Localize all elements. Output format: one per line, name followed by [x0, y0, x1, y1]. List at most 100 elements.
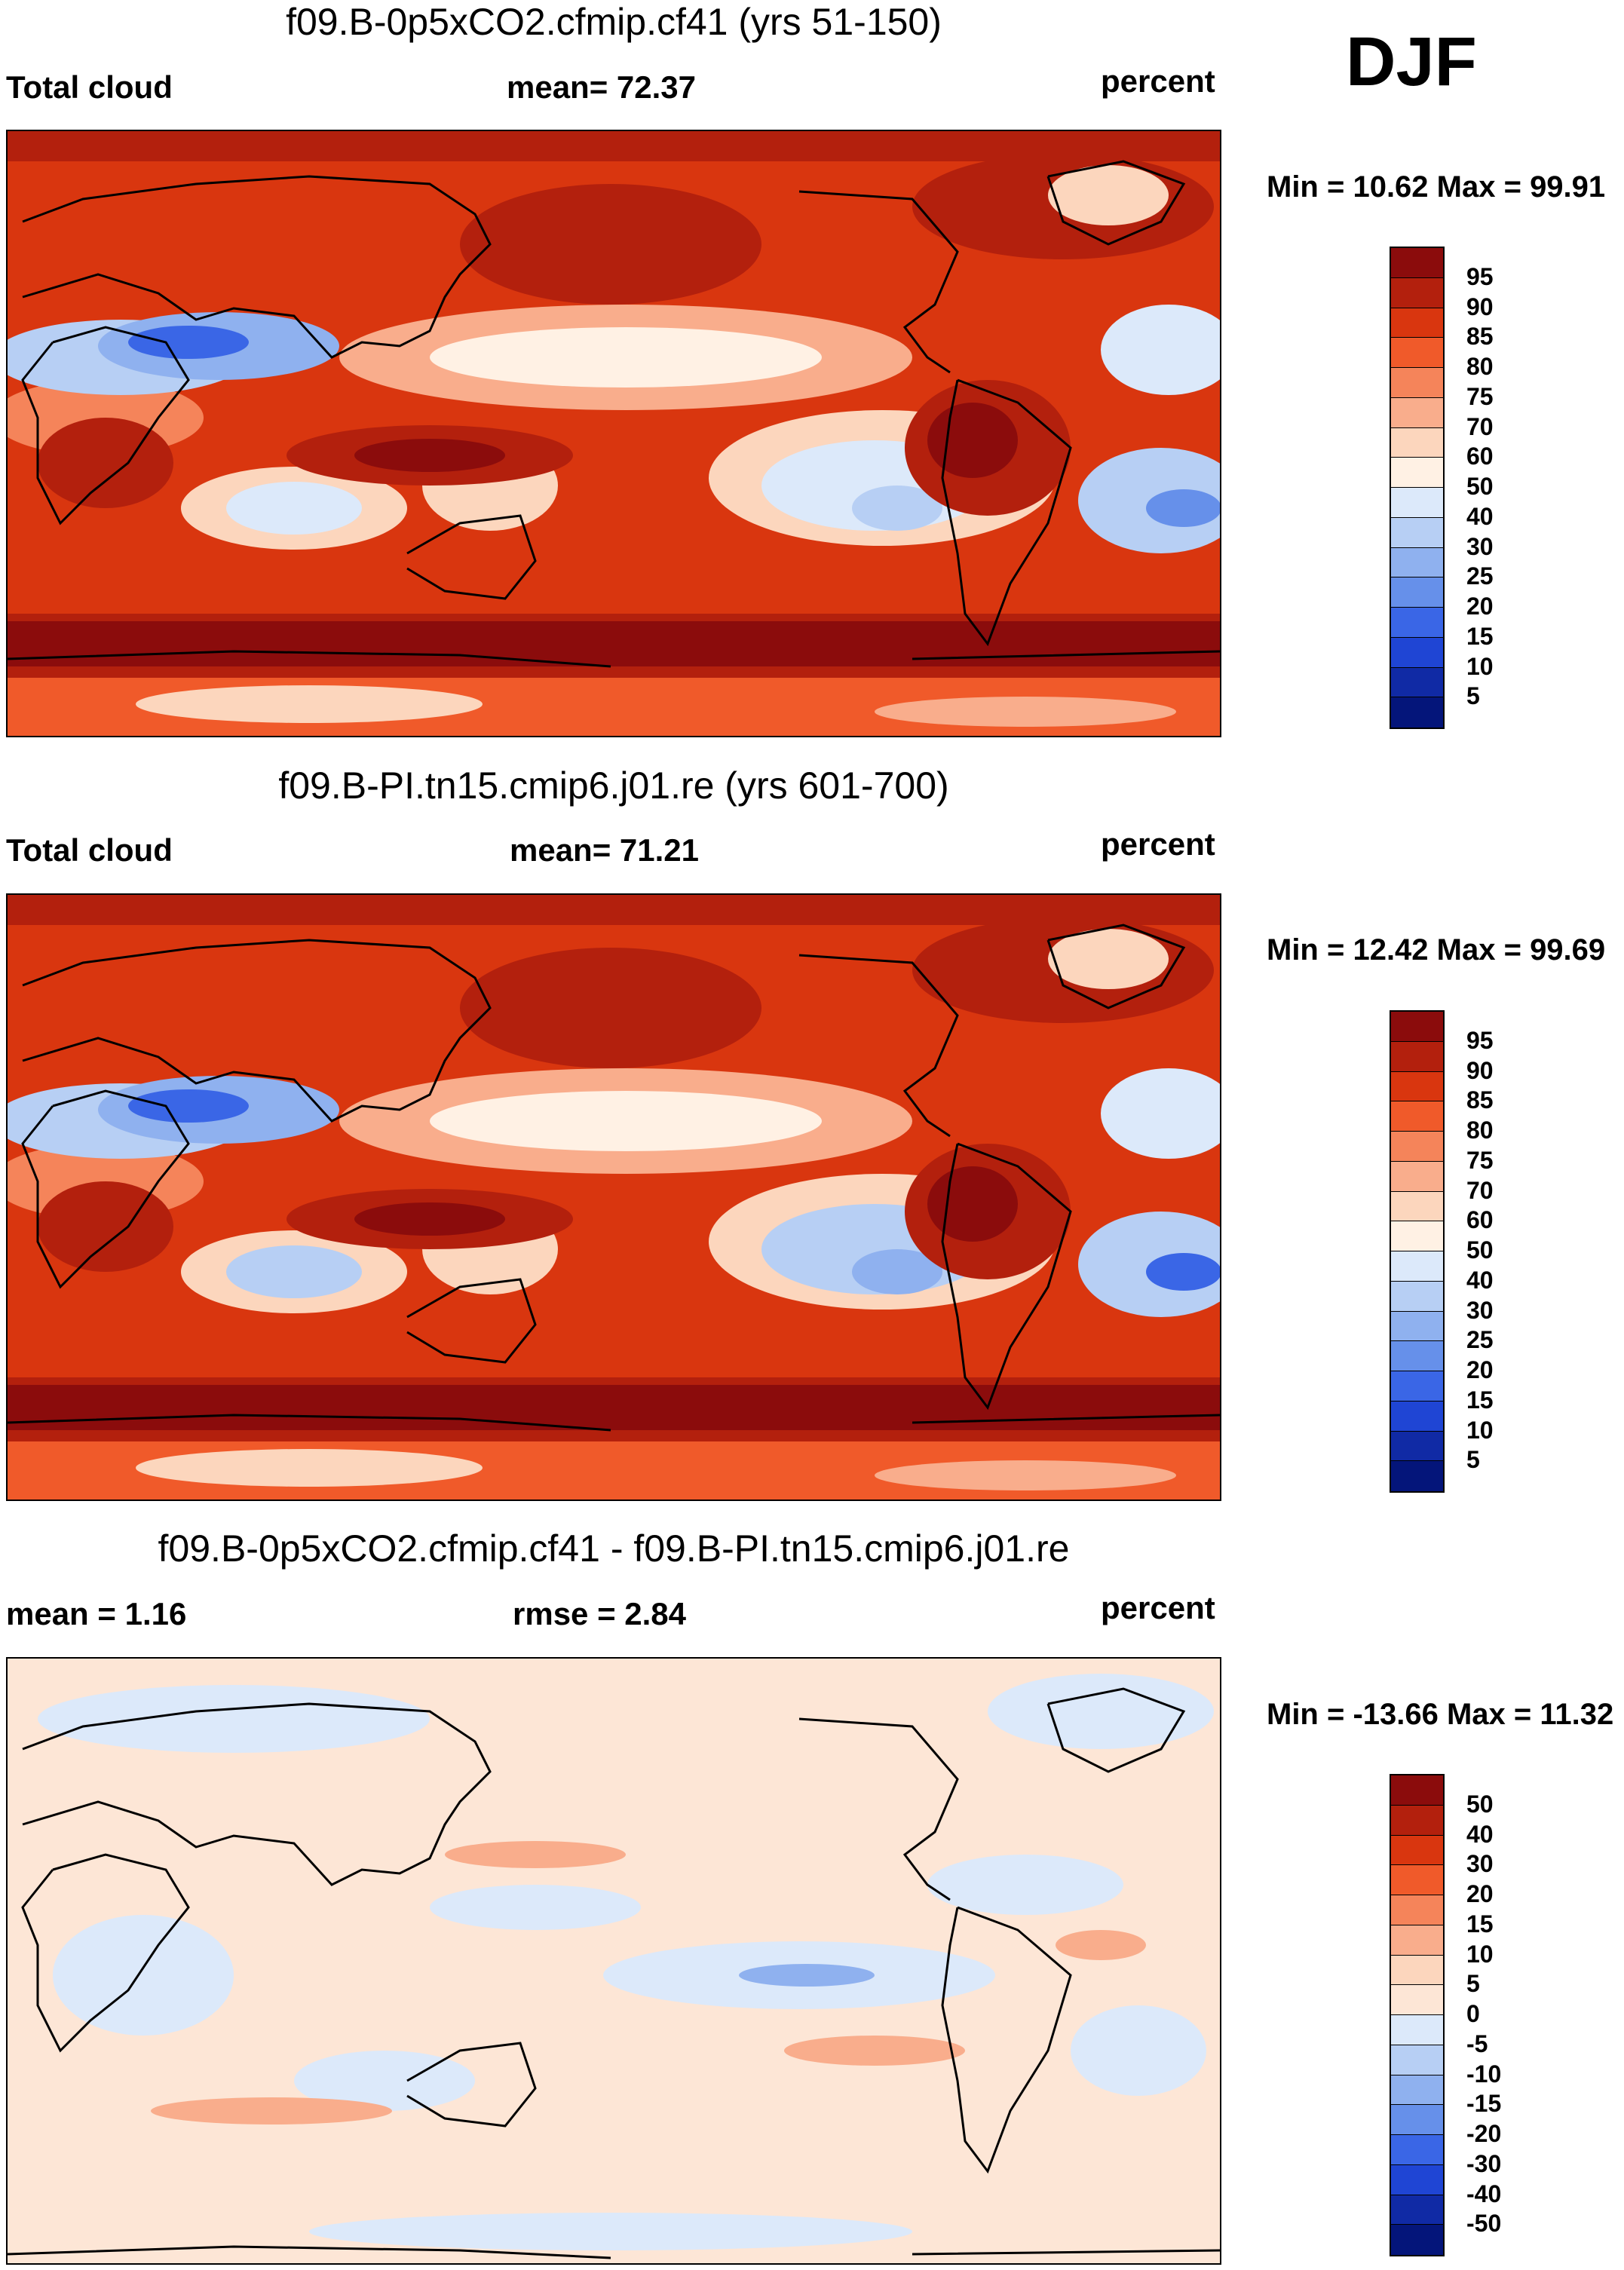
colorbar-swatch — [1391, 2195, 1443, 2226]
panel-1-variable-label: Total cloud — [6, 69, 173, 105]
colorbar-tick-label: -20 — [1466, 2120, 1502, 2147]
colorbar-swatch — [1391, 1805, 1443, 1836]
colorbar-tick-label: 85 — [1466, 1086, 1494, 1114]
panel-3-title: f09.B-0p5xCO2.cfmip.cf41 - f09.B-PI.tn15… — [158, 1527, 1070, 1570]
panel-3-map — [6, 1657, 1221, 2265]
colorbar-tick-label: 10 — [1466, 1940, 1494, 1968]
colorbar-tick-label: -15 — [1466, 2090, 1502, 2118]
colorbar-tick-label: 20 — [1466, 593, 1494, 620]
colorbar-tick-label: 50 — [1466, 473, 1494, 500]
panel-2-title: f09.B-PI.tn15.cmip6.j01.re (yrs 601-700) — [278, 764, 949, 807]
colorbar-swatch — [1391, 547, 1443, 578]
colorbar-swatch — [1391, 1775, 1443, 1806]
colorbar-swatch — [1391, 1955, 1443, 1986]
colorbar-tick-label: 10 — [1466, 652, 1494, 680]
colorbar-swatch — [1391, 488, 1443, 518]
colorbar-swatch — [1391, 1985, 1443, 2015]
colorbar-swatch — [1391, 427, 1443, 458]
colorbar-tick-label: 40 — [1466, 1820, 1494, 1848]
colorbar-swatch — [1391, 308, 1443, 339]
colorbar-swatch — [1391, 637, 1443, 668]
panel-2-units-label: percent — [1101, 826, 1215, 862]
colorbar-swatch — [1391, 1835, 1443, 1866]
panel-2-min-max: Min = 12.42 Max = 99.69 — [1267, 933, 1606, 967]
colorbar-tick-label: 40 — [1466, 502, 1494, 530]
colorbar-swatch — [1391, 2015, 1443, 2045]
panel-1-mean-label: mean= 72.37 — [507, 69, 697, 105]
colorbar-swatch — [1391, 1925, 1443, 1956]
colorbar-tick-label: 80 — [1466, 1117, 1494, 1144]
colorbar-tick-label: 30 — [1466, 1850, 1494, 1878]
colorbar-swatch — [1391, 1371, 1443, 1402]
colorbar-swatch — [1391, 1101, 1443, 1132]
colorbar-swatch — [1391, 1161, 1443, 1192]
colorbar-swatch — [1391, 2075, 1443, 2106]
colorbar-tick-label: 30 — [1466, 532, 1494, 560]
colorbar-tick-label: 75 — [1466, 382, 1494, 410]
colorbar-tick-label: 50 — [1466, 1790, 1494, 1818]
panel-3-colorbar — [1390, 1774, 1445, 2256]
colorbar-tick-label: 90 — [1466, 1056, 1494, 1084]
colorbar-tick-label: -30 — [1466, 2149, 1502, 2177]
season-label: DJF — [1346, 23, 1477, 100]
colorbar-swatch — [1391, 1895, 1443, 1925]
colorbar-tick-label: 15 — [1466, 1386, 1494, 1414]
panel-3-min-max: Min = -13.66 Max = 11.32 — [1267, 1698, 1614, 1731]
colorbar-swatch — [1391, 1431, 1443, 1462]
colorbar-tick-label: 20 — [1466, 1356, 1494, 1383]
colorbar-tick-label: 50 — [1466, 1236, 1494, 1264]
colorbar-tick-label: -5 — [1466, 2030, 1488, 2057]
colorbar-swatch — [1391, 248, 1443, 278]
colorbar-tick-label: 5 — [1466, 1970, 1480, 1998]
colorbar-tick-label: 0 — [1466, 2000, 1480, 2027]
colorbar-swatch — [1391, 2105, 1443, 2135]
panel-3-mean-label: mean = 1.16 — [6, 1596, 187, 1631]
colorbar-swatch — [1391, 2135, 1443, 2165]
colorbar-swatch — [1391, 1865, 1443, 1895]
colorbar-swatch — [1391, 1341, 1443, 1371]
colorbar-swatch — [1391, 2164, 1443, 2195]
colorbar-swatch — [1391, 1311, 1443, 1342]
colorbar-swatch — [1391, 1012, 1443, 1042]
colorbar-swatch — [1391, 697, 1443, 728]
colorbar-swatch — [1391, 338, 1443, 368]
panel-1-colorbar — [1390, 247, 1445, 729]
colorbar-tick-label: 40 — [1466, 1266, 1494, 1294]
colorbar-swatch — [1391, 1071, 1443, 1102]
colorbar-swatch — [1391, 608, 1443, 638]
panel-2-colorbar — [1390, 1010, 1445, 1493]
colorbar-tick-label: 70 — [1466, 412, 1494, 440]
colorbar-tick-label: 5 — [1466, 1446, 1480, 1474]
colorbar-swatch — [1391, 1461, 1443, 1491]
colorbar-tick-label: 60 — [1466, 1206, 1494, 1234]
colorbar-tick-label: 60 — [1466, 443, 1494, 470]
panel-1-units-label: percent — [1101, 63, 1215, 99]
colorbar-tick-label: 70 — [1466, 1176, 1494, 1204]
colorbar-swatch — [1391, 458, 1443, 488]
colorbar-swatch — [1391, 517, 1443, 548]
colorbar-tick-label: -40 — [1466, 2180, 1502, 2207]
panel-1-map — [6, 130, 1221, 737]
panel-2-variable-label: Total cloud — [6, 832, 173, 868]
colorbar-tick-label: 85 — [1466, 323, 1494, 351]
colorbar-swatch — [1391, 2225, 1443, 2255]
colorbar-tick-label: 95 — [1466, 262, 1494, 290]
colorbar-tick-label: 10 — [1466, 1416, 1494, 1444]
colorbar-tick-label: -10 — [1466, 2060, 1502, 2088]
colorbar-tick-label: 30 — [1466, 1296, 1494, 1324]
colorbar-swatch — [1391, 1281, 1443, 1312]
colorbar-swatch — [1391, 667, 1443, 698]
colorbar-tick-label: 25 — [1466, 1326, 1494, 1354]
colorbar-tick-label: 20 — [1466, 1880, 1494, 1907]
colorbar-tick-label: 80 — [1466, 353, 1494, 380]
panel-3-rmse-label: rmse = 2.84 — [513, 1596, 687, 1631]
colorbar-swatch — [1391, 1221, 1443, 1251]
colorbar-tick-label: -50 — [1466, 2210, 1502, 2238]
panel-1-min-max: Min = 10.62 Max = 99.91 — [1267, 170, 1606, 204]
colorbar-swatch — [1391, 1132, 1443, 1162]
panel-3-units-label: percent — [1101, 1590, 1215, 1625]
panel-1-title: f09.B-0p5xCO2.cfmip.cf41 (yrs 51-150) — [286, 1, 942, 43]
colorbar-tick-label: 15 — [1466, 622, 1494, 650]
colorbar-swatch — [1391, 1251, 1443, 1282]
